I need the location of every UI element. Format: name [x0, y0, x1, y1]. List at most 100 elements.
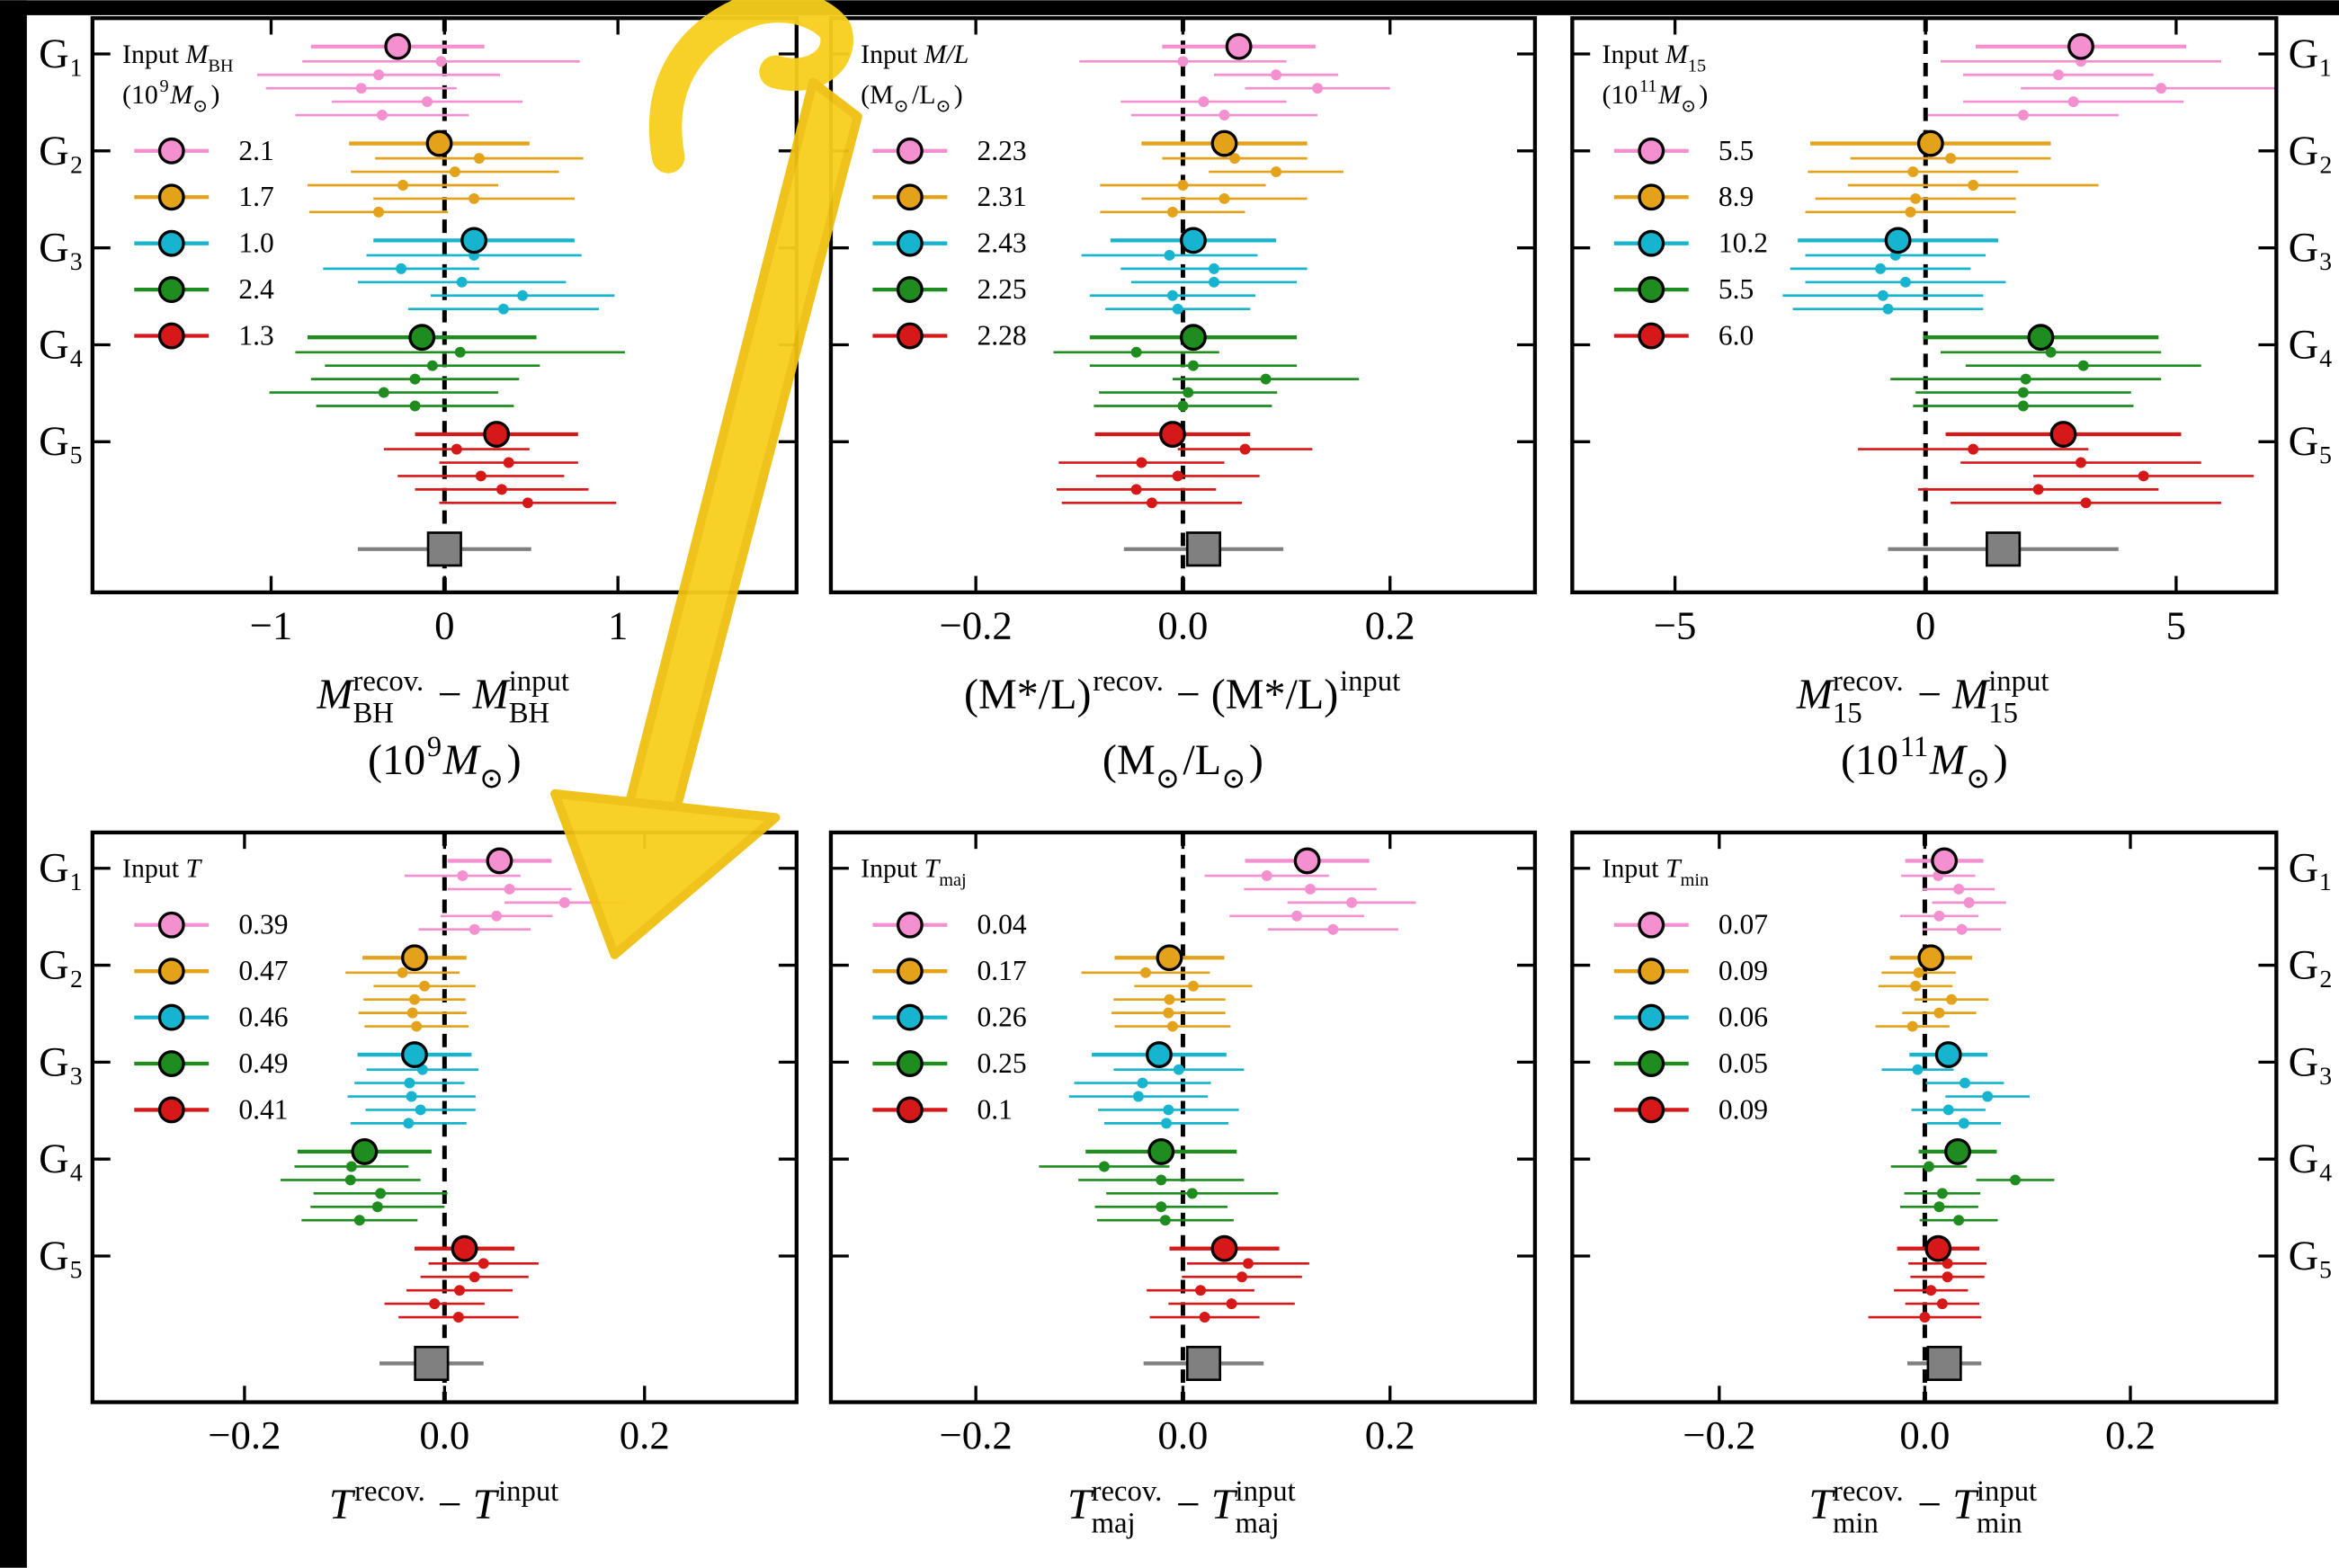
x-axis-label-sub: ⊙: [1221, 763, 1245, 796]
point: [1899, 276, 1911, 288]
category-label: G₃: [39, 1039, 84, 1085]
x-axis-label-text: T: [1067, 1481, 1094, 1528]
x-axis-label-text: T: [1808, 1481, 1835, 1528]
legend-title-text: Input: [1602, 854, 1665, 884]
point: [429, 1298, 441, 1310]
point: [1312, 83, 1324, 94]
point: [406, 1091, 417, 1102]
category-label: G₃: [2289, 1039, 2334, 1085]
legend-marker: [157, 1096, 185, 1124]
legend-title-text: M: [1657, 80, 1683, 110]
point: [1130, 346, 1142, 358]
x-axis-label-text: ): [1249, 736, 1263, 784]
legend-marker: [1638, 276, 1665, 304]
point: [1953, 883, 1965, 895]
legend-label: 2.25: [978, 273, 1027, 305]
category-label: G₃: [39, 226, 84, 272]
point: [2032, 484, 2044, 495]
legend-title-text: ): [1699, 80, 1708, 110]
category-label: G₅: [2289, 1234, 2334, 1279]
legend-label: 1.3: [238, 319, 273, 351]
marker: [451, 1234, 478, 1262]
point: [2045, 346, 2057, 358]
marker: [1884, 227, 1912, 254]
legend-label: 0.05: [1719, 1047, 1768, 1079]
legend-title-text: Input: [122, 40, 185, 69]
legend-title-text: T: [185, 854, 202, 884]
point: [522, 497, 533, 509]
legend-marker: [1638, 137, 1665, 165]
marker: [1210, 1234, 1238, 1262]
x-axis-label-text: T: [329, 1481, 356, 1528]
marker: [408, 324, 436, 352]
point: [1271, 166, 1282, 178]
marker: [1158, 421, 1186, 448]
x-axis-label-sub: maj: [1092, 1507, 1136, 1539]
marker: [2049, 421, 2077, 448]
legend-marker: [896, 958, 924, 985]
point: [1260, 373, 1272, 385]
point: [415, 1104, 426, 1116]
point: [1098, 1161, 1110, 1172]
left-crop-band: [0, 0, 27, 1568]
legend-title-sub: ⊙: [1681, 96, 1696, 116]
point: [1933, 910, 1945, 922]
point: [1958, 1118, 1969, 1129]
category-label: G₅: [2289, 419, 2334, 465]
x-axis-label-sup: input: [1988, 665, 2049, 698]
legend-label: 0.39: [238, 909, 288, 940]
point: [1187, 360, 1199, 371]
annotation-hook: [648, 0, 853, 174]
legend-label: 2.43: [978, 227, 1027, 259]
point: [449, 166, 460, 178]
point: [1164, 993, 1175, 1005]
marker: [483, 421, 511, 448]
marks: [1039, 847, 1416, 1382]
category-label: G₄: [2289, 322, 2334, 368]
point: [2077, 360, 2089, 371]
x-axis-label-sub: ⊙: [479, 763, 504, 796]
category-label: G₃: [2289, 226, 2334, 272]
legend-title: Input M 15: [1602, 40, 1707, 76]
marker: [460, 227, 488, 254]
point: [1261, 870, 1272, 881]
point: [1242, 1258, 1254, 1270]
point: [1882, 303, 1894, 315]
x-tick-label: −0.2: [940, 1412, 1013, 1457]
point: [1172, 303, 1183, 315]
point: [454, 346, 466, 358]
legend-marker: [1638, 911, 1665, 939]
x-axis-label-sup: recov.: [1093, 665, 1164, 698]
x-axis-label-text: (M*/L): [964, 671, 1092, 718]
point: [1229, 153, 1240, 165]
summary-marker: [1986, 531, 2022, 567]
legend-label: 6.0: [1719, 319, 1754, 351]
x-tick-label: −5: [1654, 602, 1697, 647]
x-tick-label: −1: [250, 602, 293, 647]
x-axis-label-text: M: [1951, 671, 1991, 718]
x-axis-label-sup: 11: [1900, 731, 1929, 763]
point: [406, 1007, 418, 1019]
point: [1208, 276, 1219, 288]
point: [495, 484, 507, 495]
point: [1166, 290, 1178, 301]
x-axis-label-sup: recov.: [1833, 665, 1904, 698]
legend-title-text: (10: [1602, 80, 1638, 110]
legend-marker: [896, 1003, 924, 1031]
x-axis-label-sub: BH: [353, 698, 393, 730]
point: [1136, 457, 1147, 468]
legend-marker: [896, 911, 924, 939]
x-axis-label-text: T: [1952, 1481, 1979, 1528]
legend-label: 0.46: [238, 1002, 288, 1033]
point: [403, 1118, 415, 1129]
x-axis-label-text: M: [1796, 671, 1835, 718]
point: [1186, 1188, 1198, 1199]
x-tick-label: 0.2: [620, 1412, 670, 1457]
legend-marker: [896, 183, 924, 211]
point: [1219, 110, 1230, 120]
